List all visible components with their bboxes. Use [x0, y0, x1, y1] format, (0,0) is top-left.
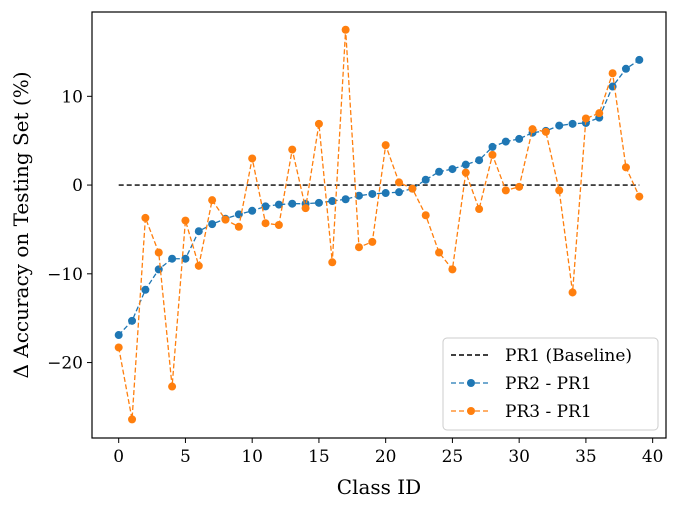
- data-point-pr2-pr1: [208, 220, 217, 229]
- data-point-pr2-pr1: [354, 191, 363, 200]
- data-point-pr2-pr1: [114, 331, 123, 340]
- data-point-pr3-pr1: [555, 186, 564, 195]
- data-point-pr2-pr1: [501, 137, 510, 146]
- data-point-pr3-pr1: [114, 343, 123, 352]
- data-point-pr3-pr1: [421, 211, 430, 220]
- data-point-pr2-pr1: [621, 64, 630, 73]
- legend-marker: [467, 379, 475, 387]
- data-point-pr2-pr1: [635, 55, 644, 64]
- data-point-pr2-pr1: [341, 195, 350, 204]
- x-tick-label: 30: [508, 447, 530, 467]
- data-point-pr2-pr1: [194, 227, 203, 236]
- data-point-pr3-pr1: [435, 248, 444, 257]
- data-point-pr3-pr1: [501, 186, 510, 195]
- data-point-pr3-pr1: [181, 216, 190, 225]
- legend-marker: [467, 407, 475, 415]
- data-point-pr3-pr1: [274, 221, 283, 229]
- data-point-pr3-pr1: [635, 192, 644, 201]
- data-point-pr3-pr1: [621, 163, 630, 172]
- data-point-pr3-pr1: [541, 127, 550, 136]
- x-tick-label: 40: [642, 447, 664, 467]
- data-point-pr2-pr1: [421, 175, 430, 184]
- data-point-pr2-pr1: [475, 156, 484, 165]
- data-point-pr3-pr1: [461, 168, 470, 177]
- legend: PR1 (Baseline) PR2 - PR1 PR3 - PR1: [442, 337, 659, 431]
- data-point-pr3-pr1: [288, 145, 297, 154]
- y-ticks: −20 −10 0 10: [47, 87, 92, 374]
- data-point-pr2-pr1: [448, 165, 457, 174]
- x-axis-label: Class ID: [337, 475, 421, 499]
- x-ticks: 0 5 10 15 20 25 30 35 40: [113, 438, 663, 467]
- x-tick-label: 10: [241, 447, 263, 467]
- legend-box: [442, 337, 659, 431]
- data-point-pr2-pr1: [381, 189, 390, 198]
- data-point-pr3-pr1: [354, 243, 363, 252]
- data-point-pr2-pr1: [395, 188, 404, 197]
- data-point-pr3-pr1: [595, 109, 604, 118]
- data-point-pr2-pr1: [328, 197, 337, 206]
- data-point-pr3-pr1: [368, 237, 377, 246]
- data-point-pr3-pr1: [608, 69, 617, 78]
- data-point-pr3-pr1: [488, 150, 497, 159]
- y-tick-label: 0: [72, 176, 83, 196]
- data-point-pr3-pr1: [314, 119, 323, 128]
- data-point-pr2-pr1: [288, 199, 297, 208]
- data-point-pr3-pr1: [154, 248, 163, 257]
- x-tick-label: 5: [180, 447, 191, 467]
- legend-label: PR1 (Baseline): [505, 346, 632, 366]
- data-point-pr2-pr1: [555, 121, 564, 130]
- data-point-pr3-pr1: [261, 219, 270, 228]
- data-point-pr3-pr1: [475, 205, 484, 214]
- data-point-pr3-pr1: [248, 154, 257, 163]
- data-point-pr3-pr1: [194, 261, 203, 270]
- x-tick-label: 25: [442, 447, 464, 467]
- data-point-pr3-pr1: [581, 114, 590, 123]
- y-tick-label: −20: [47, 354, 83, 374]
- series-layer: [114, 25, 644, 424]
- data-point-pr3-pr1: [301, 204, 310, 213]
- data-point-pr3-pr1: [328, 258, 337, 267]
- data-point-pr3-pr1: [234, 222, 243, 231]
- data-point-pr2-pr1: [128, 316, 137, 325]
- data-point-pr2-pr1: [515, 134, 524, 143]
- x-tick-label: 15: [308, 447, 330, 467]
- data-point-pr2-pr1: [261, 202, 270, 211]
- data-point-pr2-pr1: [368, 189, 377, 198]
- data-point-pr2-pr1: [141, 285, 150, 294]
- data-point-pr3-pr1: [381, 141, 390, 150]
- data-point-pr3-pr1: [341, 25, 350, 34]
- series-line-pr3-pr1: [118, 29, 640, 420]
- data-point-pr3-pr1: [515, 182, 524, 191]
- legend-label: PR3 - PR1: [505, 402, 592, 422]
- x-tick-label: 35: [575, 447, 597, 467]
- y-tick-label: 10: [61, 87, 83, 107]
- data-point-pr3-pr1: [528, 125, 537, 134]
- x-tick-label: 0: [113, 447, 124, 467]
- series-line-pr2-pr1: [118, 59, 640, 336]
- data-point-pr3-pr1: [221, 215, 230, 224]
- x-tick-label: 20: [375, 447, 397, 467]
- data-point-pr3-pr1: [395, 178, 404, 187]
- data-point-pr2-pr1: [248, 206, 257, 215]
- legend-label: PR2 - PR1: [505, 374, 592, 394]
- data-point-pr3-pr1: [141, 213, 150, 222]
- data-point-pr2-pr1: [314, 198, 323, 207]
- y-tick-label: −10: [47, 265, 83, 285]
- data-point-pr2-pr1: [435, 167, 444, 176]
- y-axis-label: Δ Accuracy on Testing Set (%): [9, 71, 33, 378]
- data-point-pr3-pr1: [408, 184, 417, 193]
- data-point-pr3-pr1: [448, 265, 457, 274]
- data-point-pr2-pr1: [461, 160, 470, 169]
- data-point-pr2-pr1: [154, 265, 163, 274]
- data-point-pr2-pr1: [568, 119, 577, 128]
- data-point-pr2-pr1: [488, 142, 497, 151]
- data-point-pr3-pr1: [128, 415, 137, 424]
- data-point-pr3-pr1: [568, 288, 577, 297]
- data-point-pr3-pr1: [168, 382, 177, 391]
- data-point-pr2-pr1: [274, 200, 283, 209]
- data-point-pr2-pr1: [181, 254, 190, 263]
- data-point-pr3-pr1: [208, 196, 217, 205]
- data-point-pr2-pr1: [168, 254, 177, 263]
